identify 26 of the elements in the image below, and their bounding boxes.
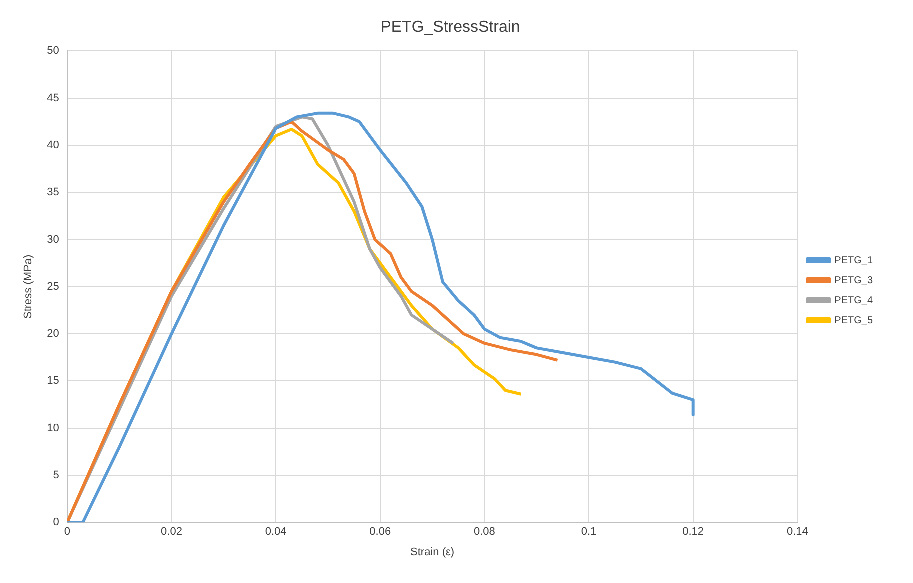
y-tick-label: 0 xyxy=(53,516,60,529)
x-tick-label: 0.08 xyxy=(474,526,496,538)
legend-label: PETG_1 xyxy=(834,255,874,266)
y-tick-label: 45 xyxy=(47,92,60,104)
x-tick-label: 0.04 xyxy=(265,526,287,538)
y-tick-label: 5 xyxy=(53,469,60,482)
y-tick-label: 25 xyxy=(47,280,60,293)
x-tick-label: 0.14 xyxy=(786,526,808,538)
x-tick-label: 0.1 xyxy=(581,526,597,538)
legend-label: PETG_5 xyxy=(834,315,874,326)
x-tick-label: 0.02 xyxy=(161,526,182,538)
x-tick-label: 0.12 xyxy=(682,526,704,538)
y-tick-label: 35 xyxy=(47,186,60,199)
x-tick-label: 0.06 xyxy=(370,526,392,538)
y-tick-label: 10 xyxy=(47,422,60,434)
y-tick-label: 15 xyxy=(47,375,60,388)
y-tick-label: 20 xyxy=(47,328,60,340)
chart-title: PETG_StressStrain xyxy=(380,19,520,36)
y-tick-label: 30 xyxy=(47,234,60,246)
legend-label: PETG_3 xyxy=(834,275,874,286)
legend-label: PETG_4 xyxy=(834,295,874,306)
x-axis-title: Strain (ε) xyxy=(410,546,455,558)
x-tick-label: 0 xyxy=(64,526,70,538)
y-axis-title: Stress (MPa) xyxy=(22,254,35,319)
y-tick-label: 40 xyxy=(47,140,60,152)
y-tick-label: 50 xyxy=(47,45,60,58)
